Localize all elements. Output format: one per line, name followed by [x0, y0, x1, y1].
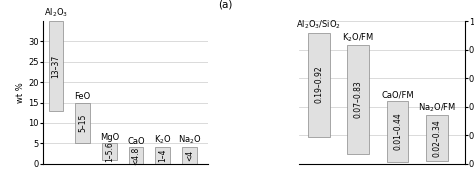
Text: 0.07–0.83: 0.07–0.83 [354, 81, 363, 118]
Bar [387, 101, 409, 162]
Text: Na$_2$O: Na$_2$O [178, 133, 201, 146]
Text: CaO/FM: CaO/FM [381, 90, 414, 100]
Bar [75, 103, 90, 143]
Text: (a): (a) [219, 0, 233, 10]
Text: 1–5.6: 1–5.6 [105, 141, 114, 162]
Text: 13–37: 13–37 [52, 54, 61, 78]
Text: 1–4: 1–4 [158, 149, 167, 162]
Text: <4.8: <4.8 [132, 146, 141, 165]
Text: MgO: MgO [100, 133, 119, 142]
Text: K$_2$O: K$_2$O [154, 133, 172, 146]
Text: 0.01–0.44: 0.01–0.44 [393, 113, 402, 150]
Bar [49, 21, 64, 111]
Text: 5–15: 5–15 [78, 114, 87, 132]
Bar [102, 143, 117, 160]
Bar [308, 33, 329, 137]
Text: K$_2$O/FM: K$_2$O/FM [342, 32, 374, 44]
Y-axis label: wt %: wt % [16, 82, 25, 103]
Text: Al$_2$O$_3$: Al$_2$O$_3$ [44, 7, 68, 20]
Text: 0.02–0.34: 0.02–0.34 [432, 119, 441, 157]
Bar [347, 45, 369, 154]
Text: CaO: CaO [127, 137, 145, 146]
Text: 0.19–0.92: 0.19–0.92 [314, 66, 323, 103]
Bar [426, 115, 448, 161]
Text: <4: <4 [185, 150, 194, 161]
Text: FeO: FeO [74, 92, 91, 101]
Bar [182, 147, 197, 164]
Bar [155, 147, 170, 164]
Bar [129, 147, 144, 164]
Text: Na$_2$O/FM: Na$_2$O/FM [418, 101, 456, 114]
Text: Al$_2$O$_3$/SiO$_2$: Al$_2$O$_3$/SiO$_2$ [296, 19, 341, 31]
